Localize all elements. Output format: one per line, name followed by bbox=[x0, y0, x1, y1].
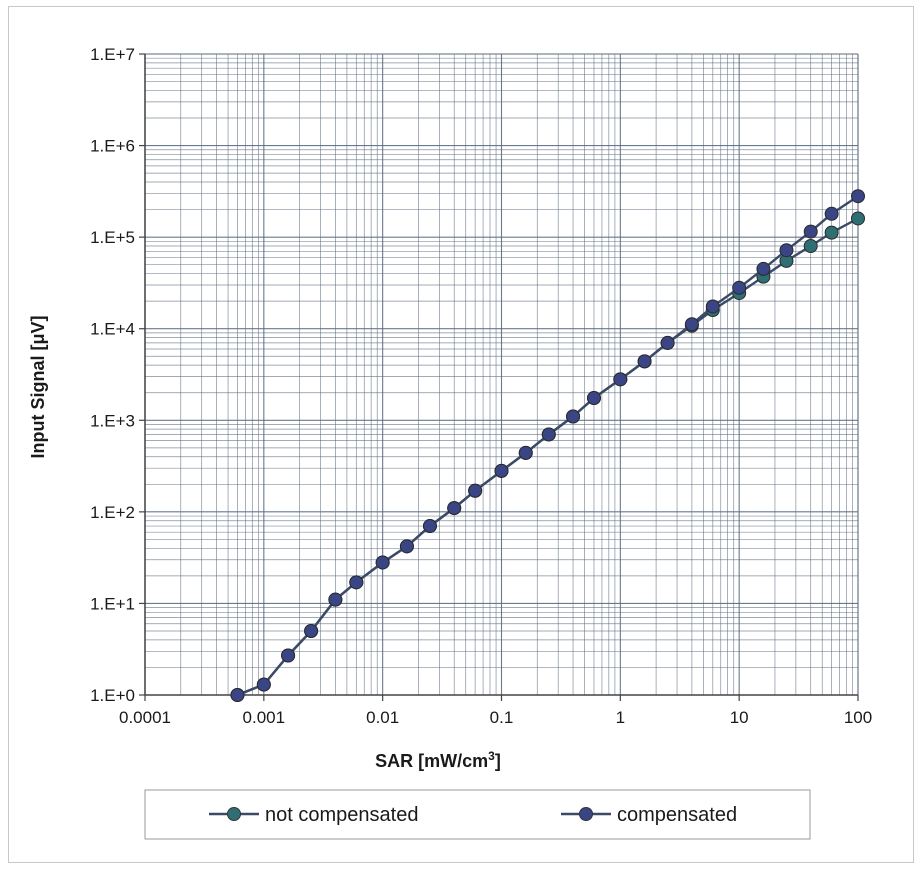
data-point bbox=[281, 648, 296, 663]
data-point bbox=[518, 445, 533, 460]
data-point bbox=[803, 239, 818, 254]
chart-frame: 1.E+0 1.E+1 1.E+2 1.E+3 1.E+4 1.E+5 1.E+6 1.E+7… bbox=[8, 6, 914, 863]
data-point bbox=[586, 391, 601, 406]
x-tick-label: 0.01 bbox=[366, 708, 399, 727]
y-tick-label: 1.E+4 bbox=[90, 320, 135, 339]
data-point bbox=[447, 501, 462, 516]
data-point bbox=[349, 575, 364, 590]
data-point bbox=[851, 211, 865, 226]
legend-item-not-compensated: not compensated bbox=[209, 804, 418, 826]
x-tick-label: 1 bbox=[616, 708, 625, 727]
x-tick-label: 10 bbox=[730, 708, 749, 727]
data-point bbox=[851, 189, 865, 204]
data-point bbox=[824, 206, 839, 221]
y-tick-label: 1.E+5 bbox=[90, 228, 135, 247]
data-point bbox=[684, 317, 699, 332]
series-compensated bbox=[230, 189, 865, 702]
legend-item-compensated: compensated bbox=[561, 804, 737, 826]
data-point bbox=[779, 243, 794, 258]
data-point bbox=[328, 592, 343, 607]
x-tick-label: 0.0001 bbox=[119, 708, 171, 727]
data-point bbox=[824, 225, 839, 240]
data-point bbox=[541, 427, 556, 442]
legend-marker-not-compensated bbox=[227, 807, 241, 821]
data-point bbox=[422, 519, 437, 534]
y-tick-label: 1.E+3 bbox=[90, 411, 135, 430]
data-point bbox=[375, 555, 390, 570]
y-tick-label: 1.E+7 bbox=[90, 45, 135, 64]
data-point bbox=[732, 280, 747, 295]
data-point bbox=[230, 688, 245, 702]
data-point bbox=[566, 409, 581, 424]
legend-marker-compensated bbox=[579, 807, 593, 821]
y-tick-label: 1.E+0 bbox=[90, 686, 135, 705]
legend: not compensated compensated bbox=[144, 789, 811, 840]
data-point bbox=[660, 335, 675, 350]
x-tick-label: 0.001 bbox=[243, 708, 286, 727]
data-point bbox=[613, 372, 628, 387]
legend-label-not-compensated: not compensated bbox=[265, 804, 418, 826]
series bbox=[230, 189, 865, 702]
data-point bbox=[399, 539, 414, 554]
legend-label-compensated: compensated bbox=[617, 804, 737, 826]
data-point bbox=[756, 261, 771, 276]
y-tick-label: 1.E+2 bbox=[90, 503, 135, 522]
data-point bbox=[304, 623, 319, 638]
x-tick-label: 100 bbox=[844, 708, 872, 727]
chart-svg: 1.E+0 1.E+1 1.E+2 1.E+3 1.E+4 1.E+5 1.E+6 1.E+7… bbox=[28, 45, 872, 840]
data-point bbox=[803, 224, 818, 239]
y-tick-label: 1.E+6 bbox=[90, 137, 135, 156]
grid bbox=[144, 53, 859, 696]
data-point bbox=[256, 677, 271, 692]
tick-labels: 1.E+0 1.E+1 1.E+2 1.E+3 1.E+4 1.E+5 1.E+6 1.E+7… bbox=[90, 45, 872, 727]
y-axis-label: Input Signal [μV] bbox=[28, 316, 48, 459]
data-point bbox=[637, 354, 652, 369]
y-tick-label: 1.E+1 bbox=[90, 594, 135, 613]
data-point bbox=[494, 463, 509, 478]
data-point bbox=[705, 299, 720, 314]
data-point bbox=[468, 483, 483, 498]
x-tick-label: 0.1 bbox=[490, 708, 514, 727]
x-axis-label: SAR [mW/cm3] bbox=[375, 749, 501, 771]
